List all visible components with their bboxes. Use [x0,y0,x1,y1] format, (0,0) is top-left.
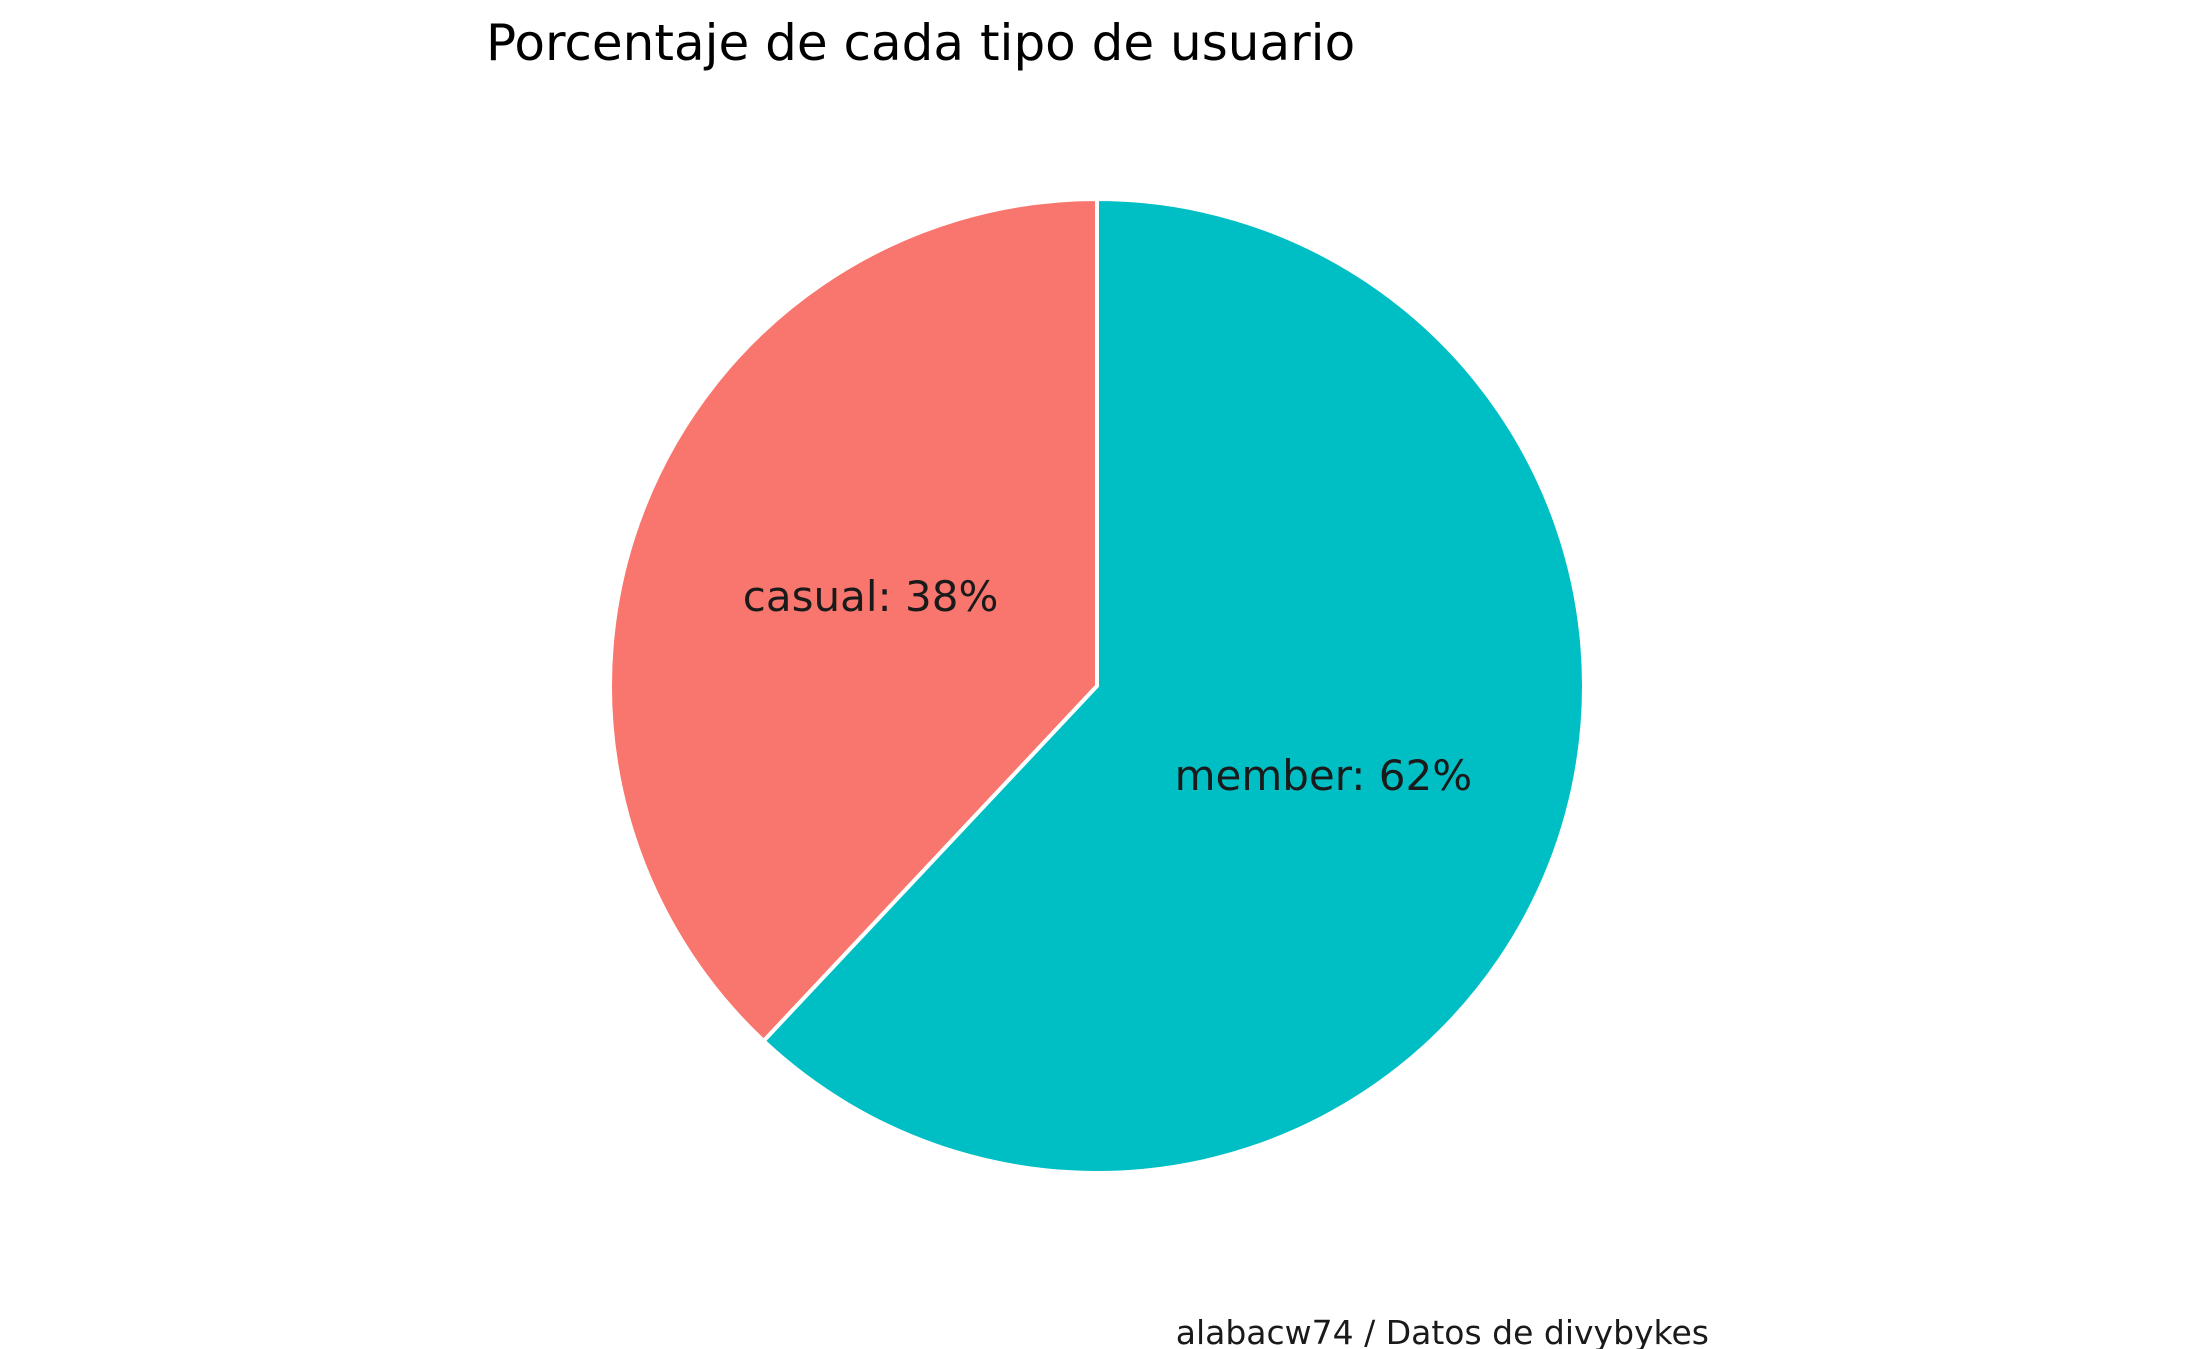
chart-caption: alabacw74 / Datos de divybykes [1176,1313,1709,1349]
pie-label-member: member: 62% [1175,751,1473,800]
pie-slice-casual [608,196,1099,1044]
pie-label-casual: casual: 38% [743,572,999,621]
chart-title: Porcentaje de cada tipo de usuario [486,14,1355,72]
pie-slice-member [760,196,1586,1175]
pie-slices [608,196,1586,1175]
pie-labels: casual: 38% member: 62% [743,572,1472,800]
